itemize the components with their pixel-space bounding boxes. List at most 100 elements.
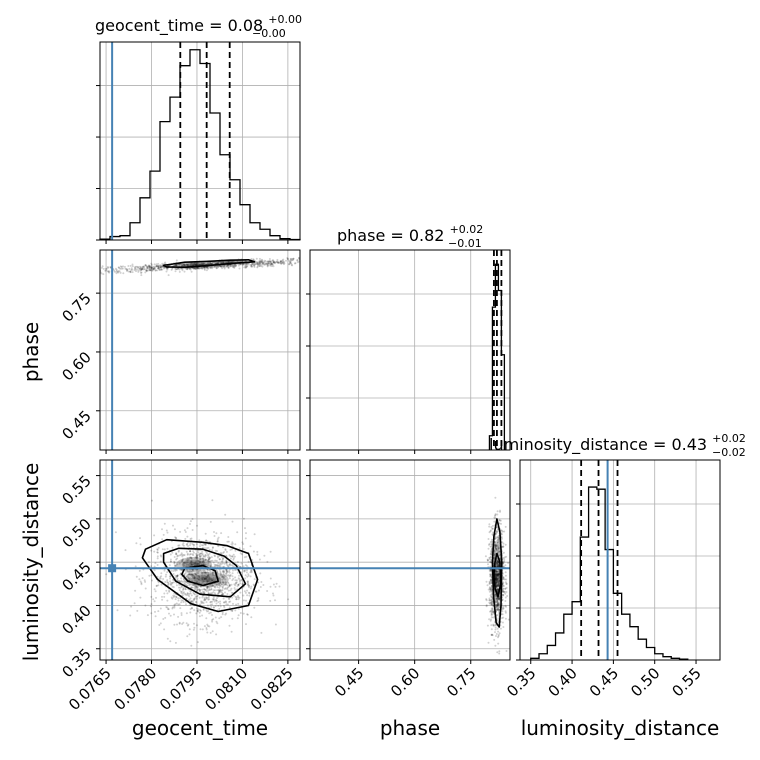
sample-point [199,588,202,591]
sample-point [218,607,221,610]
sample-point [272,592,274,595]
sample-point [496,586,498,589]
sample-point [225,601,227,604]
sample-point [114,267,117,270]
sample-point [156,555,159,558]
contour-line [493,552,502,598]
sample-point [185,622,188,625]
sample-point [218,558,221,561]
sample-point [502,562,505,565]
sample-point [214,555,216,558]
x-tick-label: 0.45 [331,664,367,700]
sample-point [204,598,207,601]
sample-point [72,270,74,272]
sample-point [234,543,237,546]
sample-point [199,263,202,266]
sample-point [231,555,234,558]
sample-point [495,608,498,611]
title-phase: phase = 0.82 +0.02 −0.01 [337,218,488,250]
sample-point [489,565,492,568]
sample-point [274,623,277,626]
sample-point [138,268,141,270]
sample-point [498,603,501,606]
sample-point [270,262,273,265]
sample-point [269,260,272,263]
sample-point [174,569,177,572]
sample-point [160,575,163,578]
sample-point [211,579,214,582]
sample-point [166,268,169,271]
sample-point [188,570,191,573]
sample-point [302,258,304,260]
sample-point [189,523,191,525]
sample-point [178,589,181,592]
sample-point [497,602,500,605]
sample-point [253,606,256,609]
sample-point [185,267,188,270]
sample-point [205,577,207,580]
sample-point [231,617,234,620]
sample-point [206,266,209,268]
sample-point [279,261,282,264]
sample-point [244,263,247,266]
sample-point [156,557,159,560]
sample-point [217,589,220,592]
sample-point [503,578,506,581]
sample-point [276,260,279,263]
sample-point [208,595,210,598]
contour-line [181,564,219,587]
sample-point [269,264,272,267]
sample-point [181,560,184,562]
sample-point [494,580,497,583]
sample-point [225,559,228,562]
sample-point [498,603,501,606]
sample-point [203,570,206,573]
sample-point [329,260,331,262]
sample-point [153,569,156,572]
sample-point [182,591,185,594]
sample-point [498,598,501,600]
sample-point [496,585,499,588]
sample-point [157,266,160,269]
sample-point [186,584,189,587]
sample-point [497,574,500,577]
sample-point [276,258,279,261]
sample-point [200,263,203,266]
sample-point [229,548,232,551]
sample-point [167,581,170,584]
sample-point [241,263,244,266]
sample-point [209,603,212,606]
sample-point [108,270,111,273]
sample-point [204,553,207,556]
sample-point [504,604,507,607]
sample-point [149,266,152,269]
sample-point [327,258,329,260]
sample-point [260,258,263,261]
sample-point [207,261,209,264]
sample-point [89,270,91,272]
sample-point [202,262,205,265]
sample-point [227,265,230,268]
sample-point [194,562,197,565]
sample-point [227,565,230,568]
sample-point [193,583,196,586]
panel-luminosity-distance-vs-geocent-time: 0.07650.07800.07950.08100.08250.350.400.… [58,459,301,714]
sample-point [229,600,232,603]
sample-point [258,263,261,266]
sample-point [490,601,492,604]
sample-point [186,592,189,595]
sample-point [248,594,251,597]
sample-point [502,594,505,596]
sample-point [166,547,169,550]
sample-point [198,575,201,578]
sample-point [211,603,214,606]
sample-point [169,580,172,583]
sample-point [201,571,204,574]
sample-point [502,594,505,597]
sample-point [264,262,267,265]
sample-point [140,271,143,274]
sample-point [184,588,187,590]
sample-point [292,257,295,260]
sample-point [169,553,172,556]
sample-point [203,598,206,601]
